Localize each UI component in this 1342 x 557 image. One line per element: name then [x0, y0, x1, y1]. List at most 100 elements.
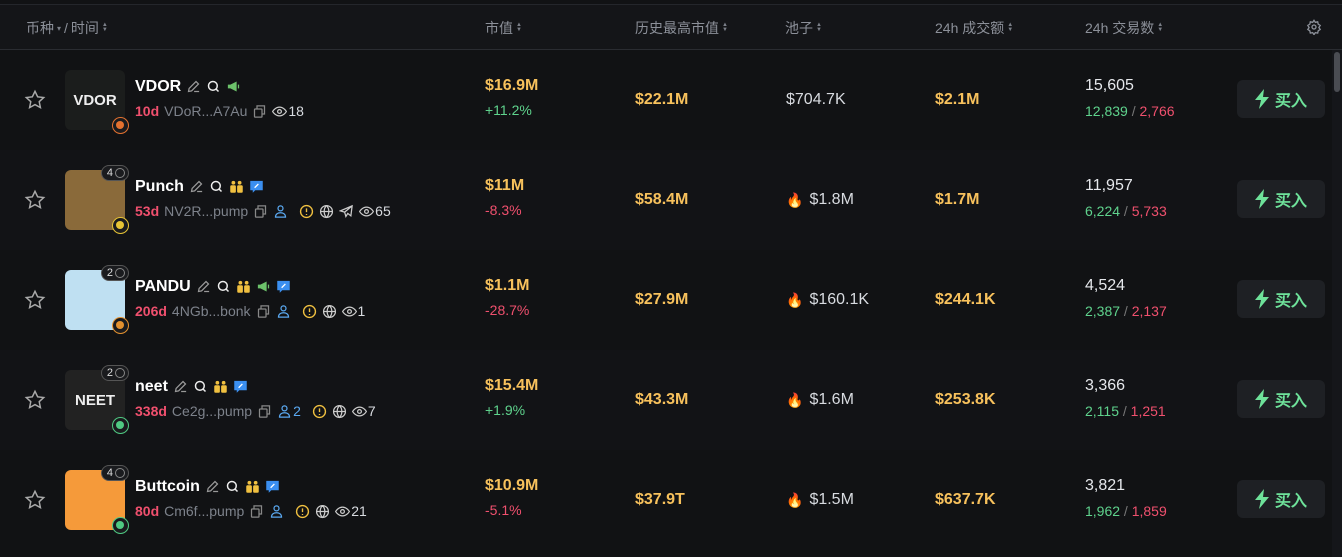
edit-icon[interactable]: [189, 178, 204, 196]
globe-icon[interactable]: [315, 504, 330, 519]
twitter-icon[interactable]: [249, 178, 264, 196]
star-icon[interactable]: [24, 189, 46, 211]
table-row[interactable]: NEET 2 neet 338d Ce2g...pump 2 7 $15.4M +1.…: [0, 350, 1332, 450]
copy-icon[interactable]: [252, 104, 267, 119]
buy-button[interactable]: 买入: [1237, 180, 1325, 218]
telegram-icon[interactable]: [339, 204, 354, 219]
ath-market-cap: $43.3M: [635, 391, 689, 408]
market-cap: $1.1M: [485, 277, 530, 294]
edit-icon[interactable]: [173, 378, 188, 396]
scrollbar-thumb[interactable]: [1334, 52, 1340, 92]
user-icon[interactable]: [269, 504, 284, 519]
twitter-icon[interactable]: [265, 478, 280, 496]
user-icon[interactable]: [276, 304, 291, 319]
buy-button[interactable]: 买入: [1237, 480, 1325, 518]
star-icon[interactable]: [24, 289, 46, 311]
token-avatar[interactable]: VDOR: [65, 70, 129, 134]
copy-icon[interactable]: [249, 504, 264, 519]
header-volume[interactable]: 24h 成交额 ▲ ▼: [935, 18, 1013, 38]
token-avatar[interactable]: 4: [65, 465, 129, 534]
views-count: 18: [288, 103, 304, 119]
fire-icon: 🔥: [786, 491, 804, 508]
table-row[interactable]: 4 Buttcoin 80d Cm6f...pump 21 $10.9M -5.1%…: [0, 450, 1332, 550]
token-avatar[interactable]: 2: [65, 265, 129, 334]
twitter-icon[interactable]: [276, 278, 291, 296]
globe-icon[interactable]: [332, 404, 347, 419]
sells-count: 2,766: [1139, 103, 1175, 119]
token-name[interactable]: neet: [135, 378, 168, 395]
edit-icon[interactable]: [186, 78, 201, 96]
star-icon[interactable]: [24, 89, 46, 111]
header-volume-label: 24h 成交额: [935, 20, 1005, 36]
star-icon[interactable]: [24, 489, 46, 511]
twitter-icon[interactable]: [233, 378, 248, 396]
header-sep: /: [64, 20, 68, 36]
copy-icon[interactable]: [256, 304, 271, 319]
buy-label: 买入: [1274, 193, 1307, 210]
copy-icon[interactable]: [253, 204, 268, 219]
header-txns-label: 24h 交易数: [1085, 20, 1155, 36]
token-name[interactable]: VDOR: [135, 78, 182, 95]
scrollbar[interactable]: [1332, 50, 1342, 557]
globe-icon[interactable]: [322, 304, 337, 319]
market-cap-change: +1.9%: [485, 402, 526, 418]
header-txns[interactable]: 24h 交易数 ▲ ▼: [1085, 18, 1163, 38]
token-age: 206d: [135, 303, 167, 319]
warning-icon[interactable]: [299, 204, 314, 219]
table-row[interactable]: 2 PANDU 206d 4NGb...bonk 1 $1.1M -28.7% $2…: [0, 250, 1332, 350]
sells-count: 2,137: [1131, 303, 1167, 319]
user-icon[interactable]: [273, 204, 288, 219]
token-address: NV2R...pump: [164, 203, 249, 219]
eye-icon[interactable]: 1: [341, 303, 365, 319]
eye-icon[interactable]: 65: [359, 203, 391, 219]
user-icon[interactable]: 2: [277, 403, 301, 419]
buy-button[interactable]: 买入: [1237, 280, 1325, 318]
gear-icon[interactable]: [1306, 19, 1322, 35]
eye-icon[interactable]: 18: [272, 103, 304, 119]
header-coin[interactable]: 币种: [26, 20, 54, 36]
header-mcap[interactable]: 市值 ▲ ▼: [485, 18, 522, 38]
market-cap: $15.4M: [485, 377, 539, 394]
market-cap-change: +11.2%: [485, 102, 532, 118]
chart-icon: [115, 168, 125, 178]
txns-24h: 4,524: [1085, 277, 1126, 294]
warning-icon[interactable]: [312, 404, 327, 419]
fire-icon: 🔥: [786, 191, 804, 208]
header-pool[interactable]: 池子 ▲ ▼: [785, 18, 822, 38]
token-name[interactable]: PANDU: [135, 278, 191, 295]
edit-icon[interactable]: [196, 278, 211, 296]
token-age: 10d: [135, 103, 160, 119]
buy-button[interactable]: 买入: [1237, 80, 1325, 118]
star-icon[interactable]: [24, 389, 46, 411]
token-avatar[interactable]: NEET 2: [65, 365, 129, 434]
ath-market-cap: $58.4M: [635, 191, 689, 208]
eye-icon[interactable]: 7: [351, 403, 376, 419]
warning-icon[interactable]: [302, 304, 317, 319]
header-coin-time[interactable]: 币种 ▾ / 时间 ▲ ▼: [26, 18, 108, 38]
volume-24h: $1.7M: [935, 191, 980, 208]
search-icon[interactable]: [206, 78, 221, 96]
edit-icon[interactable]: [205, 478, 220, 496]
token-address: Ce2g...pump: [171, 403, 253, 419]
search-icon[interactable]: [225, 478, 240, 496]
warning-icon[interactable]: [295, 504, 310, 519]
buys-count: 1,962: [1085, 503, 1121, 519]
copy-icon[interactable]: [257, 404, 272, 419]
header-ath[interactable]: 历史最高市值 ▲ ▼: [635, 18, 728, 38]
eye-icon[interactable]: 21: [335, 503, 367, 519]
volume-24h: $253.8K: [935, 391, 996, 408]
search-icon[interactable]: [209, 178, 224, 196]
token-avatar[interactable]: 4: [65, 165, 129, 234]
buys-count: 6,224: [1085, 203, 1121, 219]
search-icon[interactable]: [193, 378, 208, 396]
search-icon[interactable]: [216, 278, 231, 296]
token-name[interactable]: Punch: [135, 178, 184, 195]
sells-count: 1,859: [1131, 503, 1167, 519]
header-time[interactable]: 时间: [70, 20, 99, 36]
token-name[interactable]: Buttcoin: [135, 478, 200, 495]
market-cap: $10.9M: [485, 477, 539, 494]
table-row[interactable]: VDOR VDOR 10d VDoR...A7Au 18 $16.9M +11.2%…: [0, 50, 1332, 150]
table-row[interactable]: 4 Punch 53d NV2R...pump 65 $11M -8.3% $58.…: [0, 150, 1332, 250]
buy-button[interactable]: 买入: [1237, 380, 1325, 418]
globe-icon[interactable]: [319, 204, 334, 219]
